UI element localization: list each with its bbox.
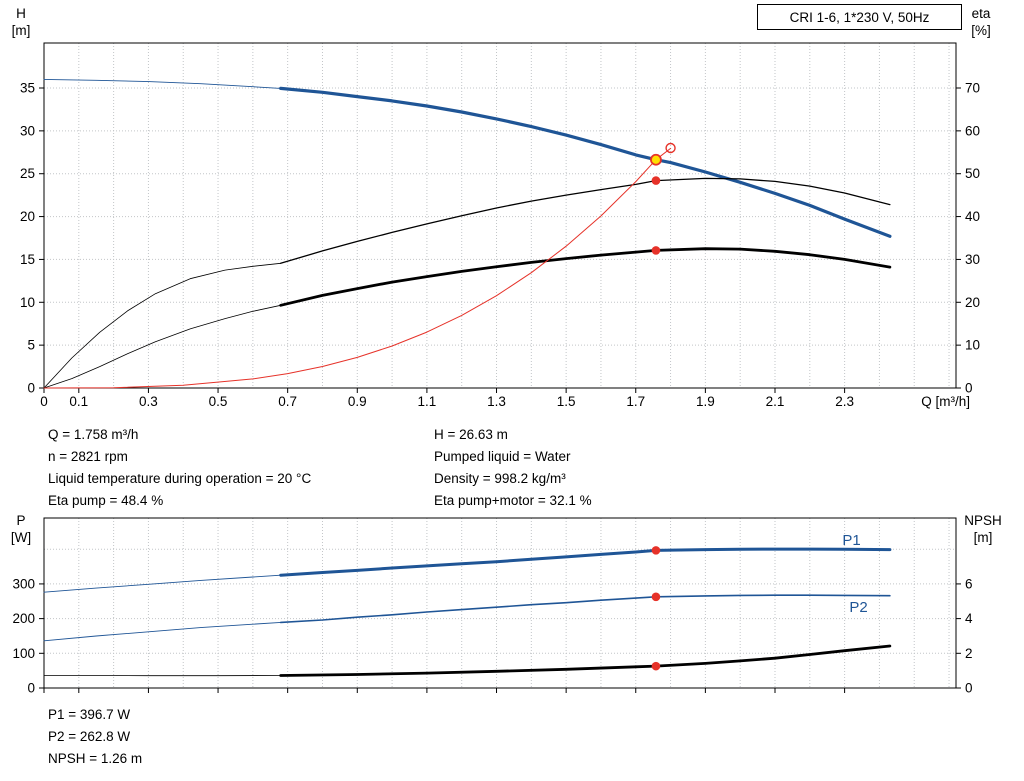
tick-label: 10	[965, 338, 980, 353]
tick-label: 6	[965, 576, 973, 591]
eta-axis-symbol: eta	[971, 6, 991, 21]
npsh-point-marker	[651, 661, 661, 671]
p-axis-title: P [W]	[2, 512, 40, 546]
tick-label: 1.3	[487, 394, 506, 409]
p-axis-unit: [W]	[10, 530, 32, 545]
eta-pump-motor-curve	[279, 247, 892, 307]
npsh-axis-unit: [m]	[973, 530, 993, 545]
eta-pump-lowflow-curve	[43, 262, 282, 389]
tick-label: 1.5	[557, 394, 576, 409]
tick-label: 0.9	[348, 394, 367, 409]
info-eta-pump-motor: Eta pump+motor = 32.1 %	[434, 493, 592, 508]
tick-label: 300	[12, 576, 35, 591]
h-q-lowflow-curve	[43, 78, 282, 89]
npsh-axis-symbol: NPSH	[964, 513, 1002, 528]
tick-label: 5	[27, 338, 35, 353]
pump-title: CRI 1-6, 1*230 V, 50Hz	[789, 9, 930, 25]
pump-title-box: CRI 1-6, 1*230 V, 50Hz	[757, 4, 962, 30]
tick-label: 20	[20, 209, 35, 224]
tick-label: 30	[20, 123, 35, 138]
tick-label: 50	[965, 166, 980, 181]
info-density: Density = 998.2 kg/m³	[434, 471, 566, 486]
tick-label: 200	[12, 611, 35, 626]
npsh-axis-title: NPSH [m]	[956, 512, 1010, 546]
tick-label: 10	[20, 295, 35, 310]
tick-label: 100	[12, 646, 35, 661]
tick-label: 2.3	[835, 394, 854, 409]
tick-label: 0	[40, 394, 48, 409]
p2-lowflow-curve	[43, 621, 282, 642]
eta-axis-unit: [%]	[971, 23, 991, 38]
tick-label: 70	[965, 81, 980, 96]
tick-label: 35	[20, 81, 35, 96]
eta-pump-point-marker	[651, 176, 661, 185]
tick-label: 1.9	[696, 394, 715, 409]
tick-label: 20	[965, 295, 980, 310]
p1-curve	[279, 547, 892, 577]
info-pumped-liquid: Pumped liquid = Water	[434, 449, 571, 464]
duty-info-right-column: H = 26.63 m Pumped liquid = Water Densit…	[434, 424, 592, 512]
h-q-curve	[279, 86, 892, 238]
info-head: H = 26.63 m	[434, 427, 508, 442]
duty-info-left-column: Q = 1.758 m³/h n = 2821 rpm Liquid tempe…	[48, 424, 311, 512]
results-column: P1 = 396.7 W P2 = 262.8 W NPSH = 1.26 m	[48, 704, 142, 770]
tick-label: 0	[27, 681, 35, 696]
tick-label: 0.5	[209, 394, 228, 409]
tick-label: 40	[965, 209, 980, 224]
tick-label: 15	[20, 252, 35, 267]
result-p2: P2 = 262.8 W	[48, 729, 131, 744]
tick-label: 0	[965, 381, 973, 396]
tick-label: 0.1	[69, 394, 88, 409]
p1-curve-label: P1	[842, 532, 860, 549]
tick-label: 0	[965, 681, 973, 696]
result-p1: P1 = 396.7 W	[48, 707, 131, 722]
p-axis-symbol: P	[16, 513, 26, 528]
result-npsh: NPSH = 1.26 m	[48, 751, 143, 766]
tick-label: 1.1	[418, 394, 437, 409]
eta-axis-title: eta [%]	[958, 5, 1004, 39]
eta-pump-motor-point-marker	[651, 246, 661, 255]
tick-label: 25	[20, 166, 35, 181]
p2-curve	[279, 594, 891, 624]
p1-lowflow-curve	[43, 574, 282, 593]
p1-point-marker	[651, 546, 661, 555]
info-flow: Q = 1.758 m³/h	[48, 427, 139, 442]
h-axis-symbol: H	[16, 6, 26, 21]
p2-curve-label: P2	[849, 599, 867, 616]
tick-label: 4	[965, 611, 973, 626]
info-speed: n = 2821 rpm	[48, 449, 128, 464]
info-eta-pump: Eta pump = 48.4 %	[48, 493, 164, 508]
h-axis-title: H [m]	[2, 5, 40, 39]
plot-frame	[43, 517, 957, 689]
eta-pump-curve	[280, 177, 891, 264]
npsh-curve	[279, 644, 892, 677]
tick-label: 2	[965, 646, 973, 661]
h-axis-unit: [m]	[11, 23, 31, 38]
plot-frame	[43, 42, 957, 389]
tick-label: 60	[965, 123, 980, 138]
eta-pump-motor-lowflow-curve	[43, 304, 282, 389]
duty-point-marker	[650, 153, 662, 166]
rated-point-marker	[665, 142, 676, 154]
tick-label: 0.3	[139, 394, 158, 409]
system-curve-curve	[43, 147, 672, 389]
tick-label: 0.7	[278, 394, 297, 409]
tick-label: 1.7	[626, 394, 645, 409]
tick-label: 2.1	[766, 394, 785, 409]
info-liquid-temperature: Liquid temperature during operation = 20…	[48, 471, 312, 486]
x-axis-unit-label: Q [m³/h]	[921, 394, 970, 409]
tick-label: 0	[27, 381, 35, 396]
tick-label: 30	[965, 252, 980, 267]
p2-point-marker	[651, 592, 661, 602]
